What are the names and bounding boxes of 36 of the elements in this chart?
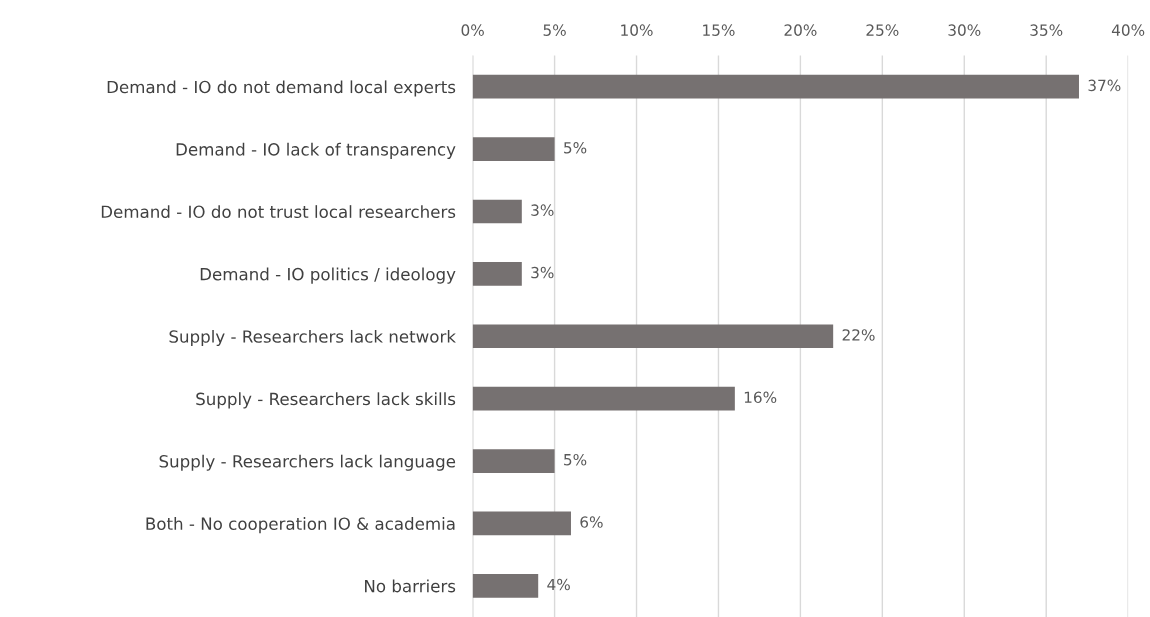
x-tick-label: 15% <box>703 24 735 36</box>
data-label: 5% <box>564 453 587 466</box>
bar <box>472 511 571 536</box>
data-label: 4% <box>547 578 570 591</box>
y-tick-label: Supply - Researchers lack skills <box>196 392 456 409</box>
data-label: 37% <box>1088 79 1121 92</box>
data-label: 16% <box>744 391 777 404</box>
x-tick-label: 35% <box>1030 24 1063 36</box>
bar <box>472 386 735 411</box>
x-tick-label: 0% <box>461 24 484 36</box>
data-label: 5% <box>564 141 587 154</box>
bar <box>472 74 1079 99</box>
x-tick-label: 5% <box>543 24 566 36</box>
bar <box>472 262 522 286</box>
y-tick-label: Demand - IO politics / ideology <box>200 267 456 284</box>
x-tick-label: 10% <box>621 24 653 36</box>
x-tick-label: 40% <box>1111 24 1145 36</box>
y-tick-label: Demand - IO lack of transparency <box>176 142 456 159</box>
x-tick-label: 25% <box>866 24 899 36</box>
data-label: 3% <box>531 266 554 279</box>
y-tick-label: Demand - IO do not trust local researchers <box>101 205 456 219</box>
bar <box>472 573 539 598</box>
y-tick-label: No barriers <box>365 579 456 593</box>
x-tick-label: 20% <box>784 24 817 36</box>
data-label: 3% <box>531 204 554 216</box>
y-tick-label: Supply - Researchers lack network <box>169 329 456 347</box>
bar <box>472 199 522 224</box>
x-tick-label: 30% <box>948 24 981 36</box>
bar <box>472 449 555 473</box>
y-tick-label: Demand - IO do not demand local experts <box>107 80 456 97</box>
bar <box>472 137 555 161</box>
data-label: 6% <box>580 516 603 528</box>
y-tick-label: Both - No cooperation IO & academia <box>146 517 455 534</box>
bar <box>472 324 834 349</box>
y-tick-label: Supply - Researchers lack language <box>159 454 456 471</box>
data-label: 22% <box>842 329 875 341</box>
